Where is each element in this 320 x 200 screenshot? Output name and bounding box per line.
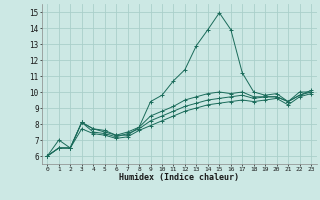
- X-axis label: Humidex (Indice chaleur): Humidex (Indice chaleur): [119, 173, 239, 182]
